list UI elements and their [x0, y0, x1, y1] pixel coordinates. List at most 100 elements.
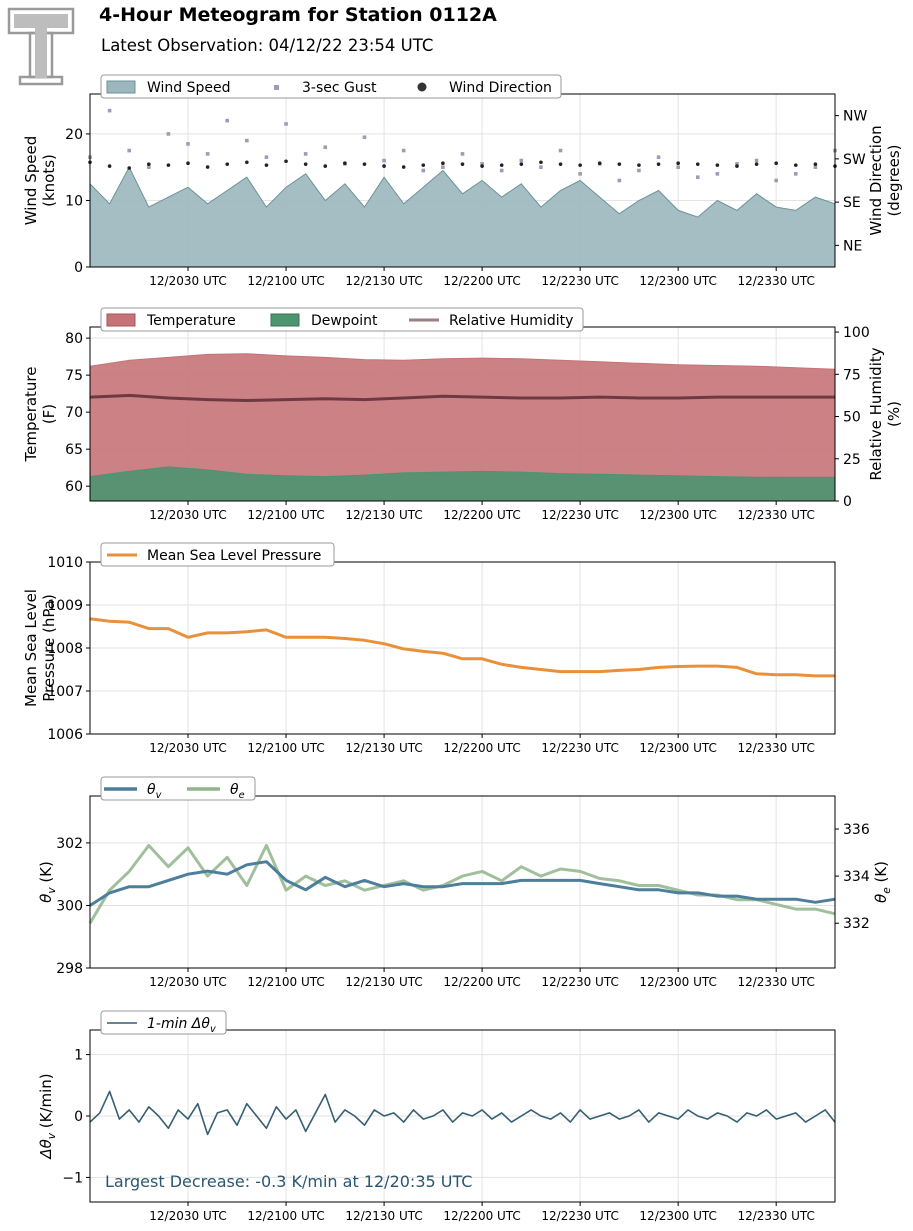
- direction-point: [205, 165, 210, 169]
- y2-tick-label: 75: [843, 367, 861, 383]
- legend-box: [100, 74, 562, 99]
- university-logo: [7, 7, 75, 86]
- legend-box: [100, 776, 256, 801]
- direction-point: [754, 162, 759, 166]
- direction-point: [833, 164, 837, 168]
- x-tick-label: 12/2300 UTC: [639, 975, 716, 989]
- gust-point: [676, 165, 680, 169]
- y2-tick-label: 336: [843, 822, 870, 838]
- legend-label: Mean Sea Level Pressure: [147, 548, 321, 564]
- x-tick-label: 12/2300 UTC: [639, 741, 716, 755]
- y-tick-label: 302: [56, 836, 83, 852]
- x-tick-label: 12/2130 UTC: [345, 508, 422, 522]
- y2-axis-label: Relative Humidity (%): [867, 347, 903, 480]
- y2-tick-label: SE: [843, 195, 861, 211]
- y-axis-label-line: (F): [40, 404, 58, 424]
- legend-label: Dewpoint: [311, 313, 378, 329]
- gust-point: [382, 158, 386, 163]
- gust-point: [107, 108, 112, 113]
- y-axis-label: θv (K): [37, 861, 58, 903]
- gust-point: [147, 165, 151, 169]
- page-subtitle: Latest Observation: 04/12/22 23:54 UTC: [101, 36, 434, 55]
- legend-marker: [274, 85, 279, 90]
- y-axis-label-line: Pressure (hPa): [40, 594, 58, 702]
- x-tick-label: 12/2100 UTC: [247, 274, 324, 288]
- y2-axis-label: Wind Direction (degrees): [867, 125, 903, 235]
- y-tick-label: 1008: [47, 641, 83, 657]
- legend-label: Relative Humidity: [449, 313, 573, 329]
- direction-point: [793, 163, 798, 167]
- y-tick-label: 0: [74, 260, 83, 276]
- direction-point: [127, 166, 132, 170]
- gust-point: [166, 132, 171, 136]
- direction-point: [225, 162, 230, 166]
- y-axis-label-line: (knots): [40, 154, 58, 207]
- direction-point: [578, 163, 582, 167]
- gust-point: [519, 158, 524, 163]
- direction-point: [441, 161, 445, 165]
- x-tick-label: 12/2300 UTC: [639, 274, 716, 288]
- y-axis-label-line: Temperature: [22, 366, 40, 462]
- x-tick-label: 12/2330 UTC: [737, 508, 814, 522]
- y-tick-label: 300: [56, 898, 83, 914]
- y2-tick-label: 100: [843, 325, 870, 341]
- legend-marker: [417, 82, 427, 92]
- x-tick-label: 12/2030 UTC: [149, 508, 226, 522]
- gust-point: [499, 168, 504, 173]
- gust-point: [539, 165, 543, 169]
- pressure-panel: 12/2030 UTC 12/2100 UTC 12/2130 UTC 12/2200…: [22, 542, 836, 755]
- gust-point: [421, 168, 426, 173]
- wind-panel: 12/2030 UTC 12/2100 UTC 12/2130 UTC 12/2200…: [22, 74, 903, 288]
- gust-point: [186, 142, 190, 146]
- largest-decrease-annotation: Largest Decrease: -0.3 K/min at 12/20:35…: [105, 1172, 472, 1191]
- x-tick-label: 12/2230 UTC: [541, 741, 618, 755]
- y2-axis-label-line: Wind Direction: [867, 125, 885, 235]
- y-tick-label: 10: [65, 193, 83, 209]
- y2-axis-label-line: (degrees): [885, 144, 903, 216]
- direction-point: [303, 162, 308, 166]
- plot-frame: [89, 326, 836, 502]
- direction-point: [617, 162, 622, 166]
- y-axis-label: Temperature (F): [22, 366, 58, 462]
- plot-frame: [89, 93, 836, 268]
- x-tick-label: 12/2030 UTC: [149, 741, 226, 755]
- legend-label: 1-min Δθv: [147, 1016, 216, 1035]
- y-tick-label: 80: [65, 331, 83, 347]
- legend-label: Temperature: [146, 313, 236, 329]
- gust-point: [127, 148, 132, 153]
- direction-point: [637, 163, 641, 167]
- gust-point: [480, 162, 484, 166]
- direction-point: [656, 162, 661, 166]
- y-tick-label: 1009: [47, 598, 83, 614]
- gust-point: [362, 135, 367, 140]
- gust-point: [833, 148, 837, 153]
- direction-point: [382, 164, 386, 168]
- gust-point: [264, 155, 269, 160]
- y-axis-label-line: Wind Speed: [22, 136, 40, 226]
- page-title: 4-Hour Meteogram for Station 0112A: [99, 4, 497, 26]
- direction-point: [539, 160, 543, 165]
- x-tick-label: 12/2100 UTC: [247, 975, 324, 989]
- gust-point: [558, 148, 563, 153]
- x-tick-label: 12/2130 UTC: [345, 274, 422, 288]
- series-line-1: [88, 844, 836, 924]
- x-tick-label: 12/2200 UTC: [443, 975, 520, 989]
- y-axis-label: Wind Speed (knots): [22, 136, 58, 226]
- y-axis-label-line: Mean Sea Level: [22, 589, 40, 707]
- y2-axis-label: θe (K): [872, 861, 893, 903]
- x-tick-label: 12/2200 UTC: [443, 274, 520, 288]
- x-tick-label: 12/2130 UTC: [345, 741, 422, 755]
- y2-tick-label: SW: [843, 152, 866, 168]
- y-axis-label-line: θv (K): [37, 861, 58, 903]
- gust-point: [441, 165, 445, 169]
- x-tick-label: 12/2330 UTC: [737, 741, 814, 755]
- x-tick-label: 12/2200 UTC: [443, 741, 520, 755]
- direction-point: [558, 162, 563, 166]
- direction-point: [343, 161, 347, 165]
- x-tick-label: 12/2100 UTC: [247, 741, 324, 755]
- x-tick-label: 12/2230 UTC: [541, 1209, 618, 1223]
- gust-point: [401, 148, 406, 153]
- direction-point: [774, 161, 778, 165]
- y-tick-label: 1010: [47, 555, 83, 571]
